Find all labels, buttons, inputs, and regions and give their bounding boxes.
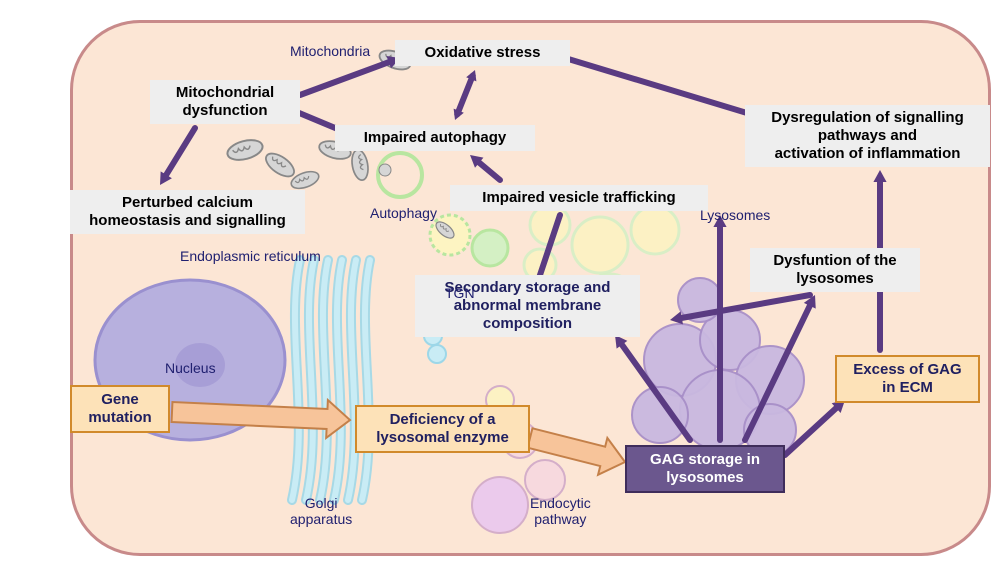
- arrow-head: [873, 170, 886, 182]
- arrow: [565, 58, 763, 118]
- label-mitochondria: Mitochondria: [290, 43, 370, 59]
- label-er: Endoplasmic reticulum: [180, 248, 321, 264]
- node-imp_autophagy: Impaired autophagy: [335, 125, 535, 151]
- node-imp_vesicle: Impaired vesicle trafficking: [450, 185, 708, 211]
- node-gag_storage: GAG storage inlysosomes: [625, 445, 785, 493]
- label-golgi: Golgiapparatus: [290, 495, 352, 527]
- node-ox_stress: Oxidative stress: [395, 40, 570, 66]
- node-mito_dys: Mitochondrialdysfunction: [150, 80, 300, 124]
- arrow: [300, 60, 393, 95]
- node-perturbed_ca: Perturbed calciumhomeostasis and signall…: [70, 190, 305, 234]
- arrow-head: [670, 311, 683, 324]
- node-gene_mutation: Genemutation: [70, 385, 170, 433]
- label-lysosomes: Lysosomes: [700, 207, 770, 223]
- node-dysfunction_lyso: Dysfuntion of thelysosomes: [750, 248, 920, 292]
- label-nucleus: Nucleus: [165, 360, 216, 376]
- label-autophagy: Autophagy: [370, 205, 437, 221]
- diagram-canvas: Genemutation Deficiency of alysosomal enz…: [0, 0, 1003, 576]
- node-deficiency: Deficiency of alysosomal enzyme: [355, 405, 530, 453]
- node-excess_gag: Excess of GAGin ECM: [835, 355, 980, 403]
- mitochondrion-icon: [350, 149, 370, 182]
- node-dysregulation: Dysregulation of signallingpathways anda…: [745, 105, 990, 167]
- label-endocytic: Endocyticpathway: [530, 495, 591, 527]
- mitochondrion-icon: [225, 137, 264, 164]
- label-tgn: TGN: [445, 285, 475, 301]
- arrow: [457, 76, 473, 115]
- mitochondrion-icon: [262, 149, 298, 181]
- arrow: [164, 128, 195, 179]
